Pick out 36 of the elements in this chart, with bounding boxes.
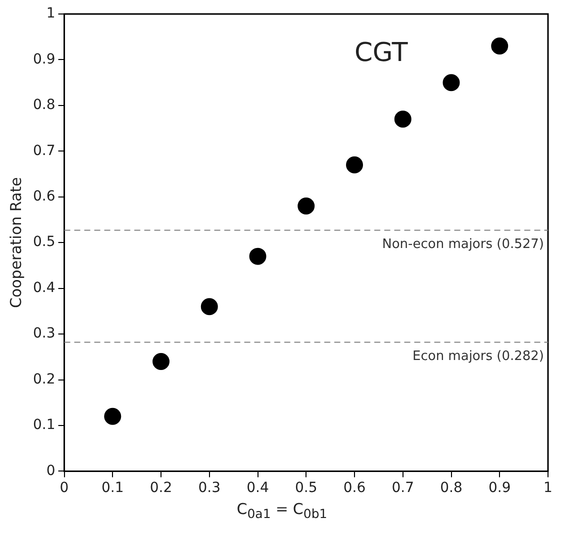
point [152,352,170,370]
y-tick-label: 0.6 [33,188,56,205]
x-tick-label: 0 [60,480,69,496]
x-tick-label: 0.2 [150,480,172,496]
ref-line-label: Econ majors (0.282) [412,349,544,364]
x-tick-label: 0.9 [488,480,511,496]
point [442,74,460,92]
y-tick-label: 0.2 [33,371,56,388]
point [104,408,122,425]
ref-line-label: Non-econ majors (0.527) [382,237,544,252]
point [298,198,315,215]
x-tick-label: 0.8 [440,480,462,496]
annotation: CGT [354,38,408,68]
x-tick-label: 0.1 [102,480,124,496]
y-tick-label: 0.3 [33,326,56,342]
point [491,38,508,55]
y-tick-label: 1 [46,6,56,22]
x-tick-label: 0.6 [343,480,366,496]
point [394,110,412,128]
point [249,248,266,265]
y-tick-label: 0 [46,462,56,479]
y-tick-label: 0.4 [33,280,56,296]
y-tick-label: 0.7 [33,142,56,159]
y-tick-label: 0.8 [33,97,56,114]
x-tick-label: 0.4 [246,480,269,496]
y-tick-label: 0.9 [33,51,56,68]
y-axis-title: Cooperation Rate [6,177,25,308]
x-tick-label: 0.7 [392,480,414,496]
point [346,156,364,174]
y-tick-label: 0.1 [33,417,56,434]
y-tick-label: 0.5 [33,234,56,250]
point [200,298,218,316]
x-tick-label: 1 [544,480,552,496]
x-tick-label: 0.3 [198,480,221,496]
x-tick-label: 0.5 [295,480,318,496]
x-axis-title: C$_{0a1}$ = C$_{0b1}$ [236,500,328,521]
